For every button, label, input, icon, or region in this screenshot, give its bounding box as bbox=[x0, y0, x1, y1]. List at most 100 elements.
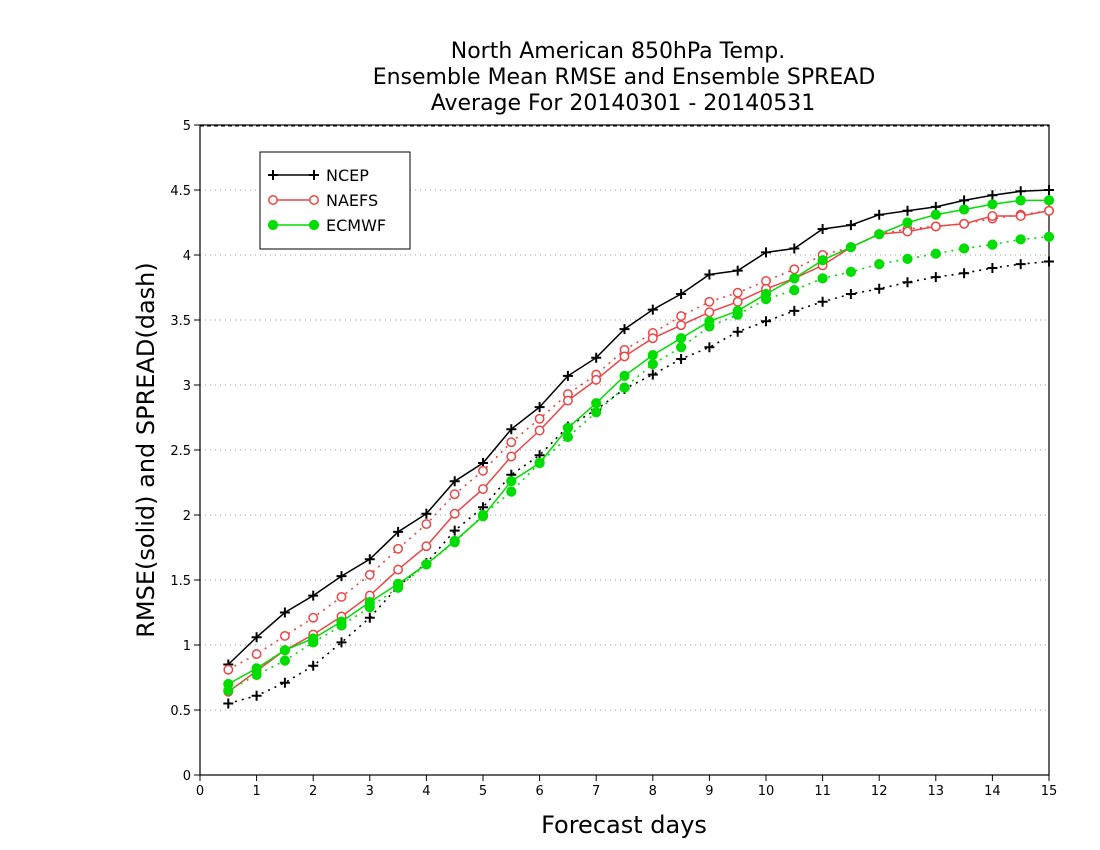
rmse-point-ecmwf bbox=[760, 288, 772, 300]
rmse-point-ncep bbox=[987, 190, 998, 201]
rmse-point-ncep bbox=[251, 632, 262, 643]
spread-point-ecmwf bbox=[676, 342, 687, 353]
x-tick-label: 13 bbox=[928, 784, 945, 799]
spread-point-naefs bbox=[421, 519, 432, 530]
legend-marker-naefs bbox=[268, 195, 278, 205]
rmse-point-ecmwf bbox=[223, 678, 234, 690]
rmse-point-ecmwf bbox=[817, 255, 828, 266]
spread-point-naefs bbox=[506, 437, 517, 448]
rmse-point-ncep bbox=[619, 324, 630, 335]
legend: NCEP NAEFS ECMWF bbox=[259, 151, 411, 250]
rmse-point-ncep bbox=[874, 209, 885, 220]
grid-lines bbox=[200, 125, 1049, 711]
spread-point-ncep bbox=[364, 612, 375, 623]
spread-point-ncep bbox=[817, 296, 828, 307]
spread-point-ecmwf bbox=[874, 259, 885, 270]
y-tick-label: 0.5 bbox=[170, 704, 191, 719]
y-tick-label: 3 bbox=[183, 379, 191, 394]
series-layer bbox=[223, 185, 1055, 709]
rmse-point-ecmwf bbox=[477, 511, 489, 522]
rmse-point-ecmwf bbox=[732, 305, 743, 316]
spread-point-ecmwf bbox=[987, 239, 998, 250]
rmse-point-naefs bbox=[591, 374, 602, 385]
rmse-line-ecmwf bbox=[227, 199, 1049, 685]
rmse-point-naefs bbox=[959, 218, 970, 229]
rmse-point-naefs bbox=[987, 211, 998, 221]
rmse-point-ecmwf bbox=[251, 663, 262, 674]
x-tick-label: 12 bbox=[871, 784, 888, 799]
rmse-point-ncep bbox=[591, 352, 602, 363]
spread-point-naefs bbox=[223, 664, 234, 675]
spread-point-ecmwf bbox=[591, 407, 602, 418]
spread-point-ecmwf bbox=[647, 359, 658, 370]
spread-point-ncep bbox=[874, 283, 885, 294]
rmse-line-ncep bbox=[227, 189, 1050, 666]
rmse-point-ncep bbox=[393, 526, 404, 537]
spread-point-ncep bbox=[930, 272, 941, 283]
rmse-point-naefs bbox=[647, 333, 658, 344]
x-axis-label: Forecast days bbox=[541, 811, 707, 839]
legend-label-naefs: NAEFS bbox=[326, 191, 378, 210]
rmse-point-naefs bbox=[732, 296, 743, 307]
rmse-point-ncep bbox=[1044, 185, 1054, 195]
spread-point-naefs bbox=[449, 489, 460, 500]
rmse-point-ncep bbox=[336, 571, 347, 582]
rmse-point-naefs bbox=[704, 307, 715, 318]
x-tick-label: 8 bbox=[649, 784, 657, 799]
chart-title-line-1: North American 850hPa Temp. bbox=[451, 39, 786, 64]
rmse-point-ecmwf bbox=[619, 370, 630, 381]
rmse-point-ncep bbox=[279, 607, 290, 618]
spread-point-ncep bbox=[251, 690, 262, 701]
y-tick-label: 1.5 bbox=[170, 574, 191, 589]
rmse-point-naefs bbox=[449, 508, 460, 519]
y-tick-label: 2.5 bbox=[170, 444, 191, 459]
rmse-point-ncep bbox=[308, 590, 319, 601]
rmse-point-naefs bbox=[562, 395, 573, 406]
y-tick-label: 4.5 bbox=[170, 184, 191, 199]
rmse-point-ecmwf bbox=[1043, 195, 1055, 206]
rmse-point-ecmwf bbox=[279, 645, 290, 656]
legend-label-ecmwf: ECMWF bbox=[326, 216, 386, 235]
rmse-point-naefs bbox=[421, 541, 432, 552]
spread-point-ncep bbox=[732, 326, 743, 337]
rmse-point-ecmwf bbox=[902, 217, 913, 228]
legend-label-ncep: NCEP bbox=[326, 166, 369, 185]
rmse-point-ecmwf bbox=[647, 350, 658, 361]
rmse-point-naefs bbox=[534, 425, 545, 436]
spread-point-naefs bbox=[676, 311, 687, 322]
spread-point-ncep bbox=[789, 305, 800, 316]
spread-point-ncep bbox=[959, 268, 970, 279]
legend-marker-naefs bbox=[309, 195, 319, 205]
y-tick-label: 5 bbox=[183, 119, 191, 134]
spread-point-naefs bbox=[364, 569, 375, 580]
spread-point-ncep bbox=[704, 342, 715, 353]
rmse-point-naefs bbox=[902, 226, 913, 237]
rmse-point-ecmwf bbox=[393, 578, 404, 590]
rmse-point-naefs bbox=[393, 564, 404, 575]
rmse-point-naefs bbox=[506, 451, 517, 462]
rmse-point-naefs bbox=[478, 484, 488, 494]
rmse-point-ecmwf bbox=[591, 398, 602, 409]
spread-point-ncep bbox=[761, 316, 771, 327]
rmse-point-ncep bbox=[817, 224, 828, 234]
spread-point-naefs bbox=[732, 287, 743, 298]
x-tick-label: 5 bbox=[479, 784, 487, 799]
spread-point-naefs bbox=[478, 465, 488, 476]
rmse-point-ecmwf bbox=[506, 476, 517, 487]
x-tick-label: 6 bbox=[535, 784, 543, 799]
spread-point-ncep bbox=[845, 289, 856, 299]
series-naefs bbox=[223, 205, 1054, 697]
spread-point-ecmwf bbox=[562, 431, 574, 443]
x-tick-label: 3 bbox=[366, 784, 374, 799]
rmse-point-naefs bbox=[1044, 205, 1054, 216]
rmse-point-ecmwf bbox=[364, 597, 375, 608]
spread-point-naefs bbox=[279, 630, 290, 641]
x-tick-label: 7 bbox=[592, 784, 600, 799]
rmse-point-ecmwf bbox=[421, 559, 432, 570]
rmse-point-ecmwf bbox=[562, 422, 574, 433]
y-tick-label: 1 bbox=[183, 639, 191, 654]
rmse-point-ncep bbox=[506, 424, 517, 435]
rmse-point-ecmwf bbox=[704, 316, 715, 327]
rmse-point-ecmwf bbox=[308, 633, 319, 644]
spread-point-ecmwf bbox=[1015, 234, 1026, 245]
